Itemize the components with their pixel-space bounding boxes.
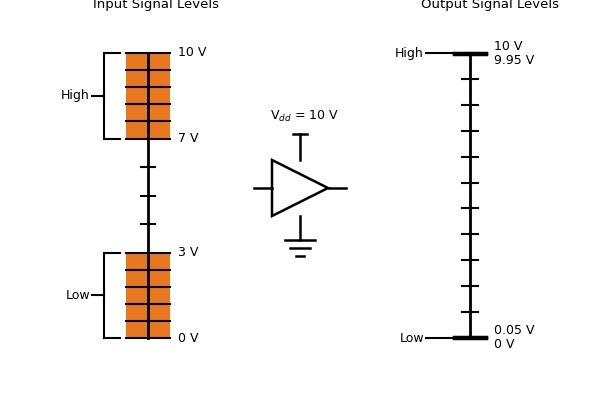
Text: Low: Low (66, 289, 90, 302)
Text: High: High (61, 89, 90, 102)
Text: Low: Low (399, 332, 424, 345)
Text: 0 V: 0 V (178, 332, 198, 345)
Text: Acceptable CMOS Gate
Output Signal Levels: Acceptable CMOS Gate Output Signal Level… (413, 0, 567, 11)
Text: 3 V: 3 V (178, 246, 198, 259)
Bar (126, 53, 170, 139)
Bar (126, 252, 170, 338)
Text: High: High (395, 47, 424, 59)
Text: 10 V: 10 V (178, 47, 207, 59)
Text: 0 V: 0 V (494, 338, 515, 351)
Text: 0.05 V: 0.05 V (494, 324, 534, 337)
Text: 10 V: 10 V (494, 40, 522, 53)
Text: 7 V: 7 V (178, 132, 198, 145)
Text: Acceptable CMOS Gate
Input Signal Levels: Acceptable CMOS Gate Input Signal Levels (79, 0, 233, 11)
Text: V$_{dd}$ = 10 V: V$_{dd}$ = 10 V (270, 109, 338, 124)
Text: 9.95 V: 9.95 V (494, 55, 534, 67)
